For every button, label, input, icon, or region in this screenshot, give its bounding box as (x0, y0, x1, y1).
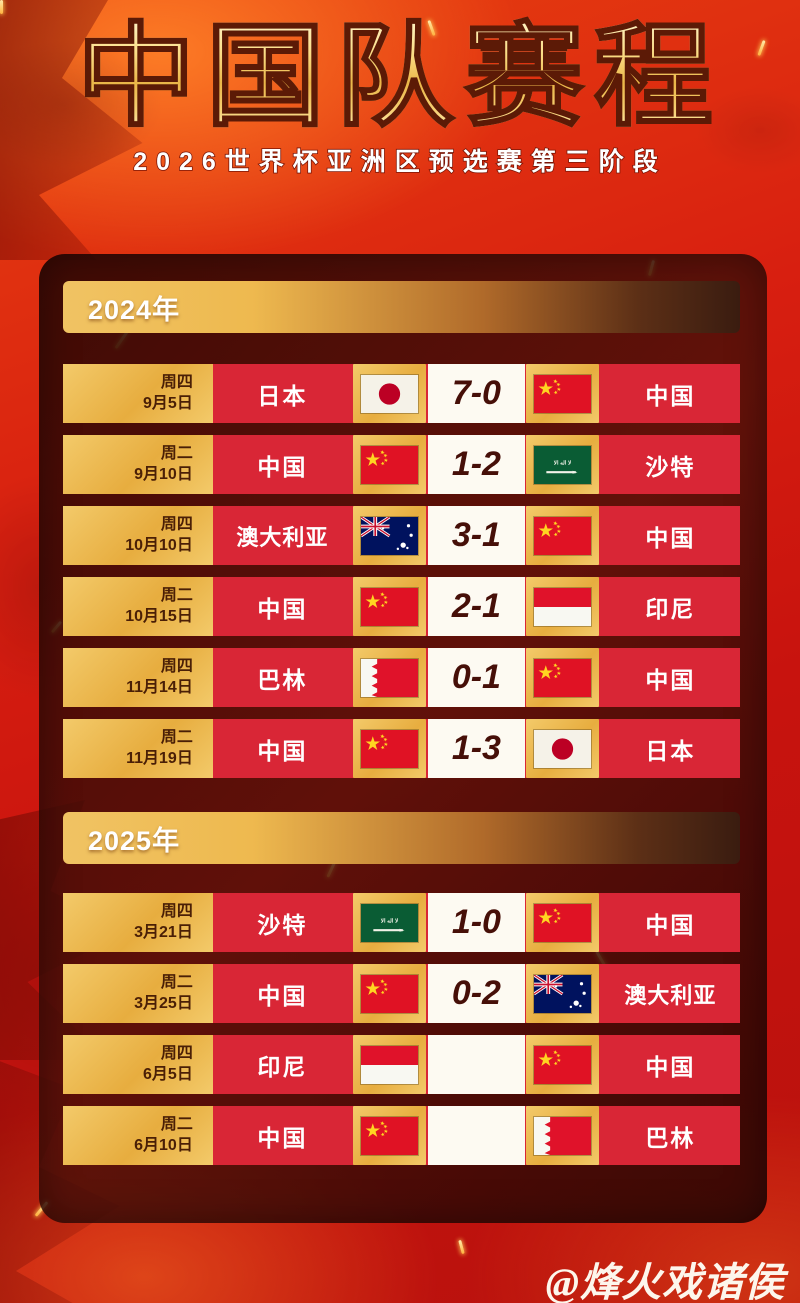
svg-text:لا اله الا: لا اله الا (554, 459, 572, 466)
svg-text:لا اله الا: لا اله الا (381, 917, 399, 924)
